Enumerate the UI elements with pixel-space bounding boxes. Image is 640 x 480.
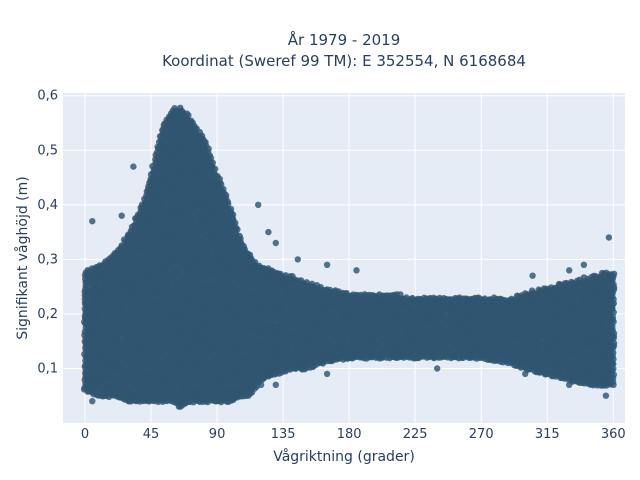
- data-point: [206, 152, 213, 159]
- data-point: [232, 224, 240, 232]
- data-point: [202, 139, 209, 146]
- data-point: [237, 235, 244, 242]
- data-point: [222, 191, 230, 199]
- data-point: [205, 145, 212, 152]
- data-point: [212, 165, 219, 173]
- data-point: [185, 112, 192, 119]
- data-point: [224, 198, 231, 205]
- data-points: [80, 104, 618, 410]
- data-point: [227, 205, 235, 213]
- data-point: [209, 159, 216, 166]
- data-point: [229, 211, 237, 218]
- data-point: [220, 185, 227, 193]
